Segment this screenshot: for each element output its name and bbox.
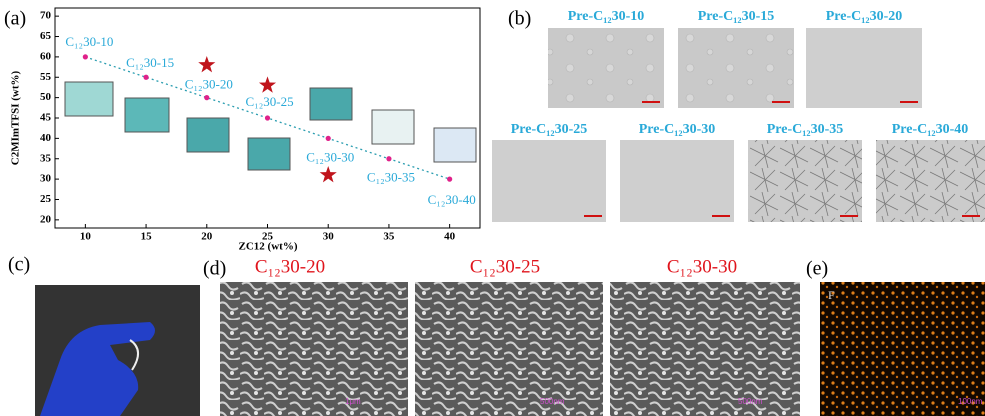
- image-title: C₁₂30-20: [255, 256, 325, 277]
- y-tick-label: 70: [40, 10, 52, 22]
- data-point: [447, 177, 452, 182]
- point-label: C₁₂30-10: [65, 34, 113, 49]
- panel-label: (d): [203, 258, 226, 280]
- scale-label: 500nm: [540, 397, 565, 406]
- data-point: [386, 156, 391, 161]
- micrograph: [492, 140, 606, 222]
- micrograph: [748, 140, 862, 222]
- scale-label: 1μm: [345, 397, 361, 406]
- panel-label: (a): [4, 8, 26, 30]
- image-title: Pre-C₁₂30-35: [767, 122, 844, 137]
- figure: (a) ZC12 (wt%) C2MImTFSI (wt%) (b) Pre-C…: [0, 0, 985, 416]
- x-tick-label: 10: [80, 231, 92, 243]
- sem-image: [610, 282, 800, 416]
- x-tick-label: 25: [262, 231, 274, 243]
- image-title: Pre-C₁₂30-30: [639, 122, 716, 137]
- micrograph: [876, 140, 985, 222]
- x-tick-label: 20: [201, 231, 213, 243]
- sem-image: [415, 282, 603, 416]
- image-title: Pre-C₁₂30-25: [511, 122, 588, 137]
- y-tick-label: 40: [40, 132, 52, 144]
- data-point: [83, 54, 88, 59]
- point-label: C₁₂30-30: [306, 149, 354, 164]
- data-point: [204, 95, 209, 100]
- star-marker: [320, 166, 337, 182]
- point-label: C₁₂30-25: [246, 94, 294, 109]
- image-title: Pre-C₁₂30-40: [892, 122, 969, 137]
- scale-label: 500nm: [738, 397, 763, 406]
- y-tick-label: 65: [40, 30, 52, 42]
- y-tick-label: 45: [40, 112, 52, 124]
- y-tick-label: 30: [40, 173, 52, 185]
- micrograph: [548, 28, 664, 108]
- star-marker: [259, 76, 276, 92]
- x-tick-label: 30: [323, 231, 335, 243]
- y-tick-label: 55: [40, 71, 52, 83]
- y-tick-label: 50: [40, 91, 52, 103]
- image-title: Pre-C₁₂30-20: [826, 9, 903, 24]
- element-label: F: [828, 288, 835, 302]
- panel-label: (b): [508, 8, 531, 30]
- edx-map: [820, 282, 985, 416]
- image-title: Pre-C₁₂30-10: [568, 9, 645, 24]
- image-title: C₁₂30-30: [667, 256, 737, 277]
- scale-label: 100nm: [958, 397, 983, 406]
- panel-label: (e): [806, 258, 828, 280]
- data-point: [265, 115, 270, 120]
- x-tick-label: 15: [141, 231, 153, 243]
- panel-label: (c): [8, 254, 30, 276]
- star-marker: [198, 56, 215, 72]
- y-tick-label: 20: [40, 213, 52, 225]
- micrograph: [678, 28, 794, 108]
- y-tick-label: 35: [40, 152, 52, 164]
- point-label: C₁₂30-40: [428, 192, 476, 207]
- micrograph: [620, 140, 734, 222]
- data-point: [143, 75, 148, 80]
- y-tick-label: 25: [40, 193, 52, 205]
- x-tick-label: 40: [444, 231, 456, 243]
- y-tick-label: 60: [40, 50, 52, 62]
- point-label: C₁₂30-15: [126, 55, 174, 70]
- image-title: Pre-C₁₂30-15: [698, 9, 775, 24]
- micrograph: [806, 28, 922, 108]
- data-point: [326, 136, 331, 141]
- x-tick-label: 35: [383, 231, 395, 243]
- sem-image: [220, 282, 408, 416]
- image-title: C₁₂30-25: [470, 256, 540, 277]
- point-label: C₁₂30-20: [185, 77, 233, 92]
- point-label: C₁₂30-35: [367, 170, 415, 185]
- y-axis-label: C2MImTFSI (wt%): [10, 70, 22, 165]
